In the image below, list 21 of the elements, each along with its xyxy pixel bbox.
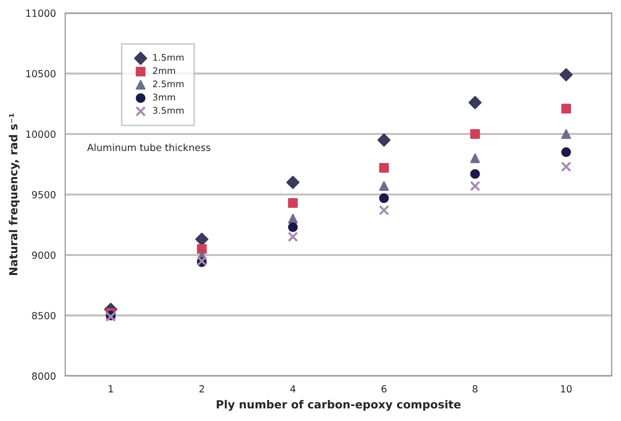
y-tick-label: 10500 <box>26 70 56 78</box>
annotation: Aluminum tube thickness <box>87 144 210 152</box>
legend-label: 3.5mm <box>153 106 184 114</box>
legend-label: 2mm <box>153 67 175 74</box>
y-tick-label: 9500 <box>32 190 56 198</box>
y-axis-title: Natural frequency, rad s⁻¹ <box>8 114 20 275</box>
y-tick-label: 10000 <box>26 130 56 138</box>
x-tick-label: 2 <box>199 385 204 392</box>
y-tick-label: 8500 <box>32 312 56 320</box>
y-tick-label: 11000 <box>26 10 56 17</box>
y-tick-label: 8000 <box>32 372 56 380</box>
x-tick-label: 6 <box>382 385 386 393</box>
legend-label: 3mm <box>153 94 175 101</box>
x-tick-label: 1 <box>108 385 113 392</box>
x-axis-title: Ply number of carbon-epoxy composite <box>216 400 461 411</box>
x-tick-label: 4 <box>290 385 296 392</box>
y-tick-label: 9000 <box>32 251 56 259</box>
legend-label: 2.5mm <box>153 80 184 88</box>
legend-label: 1.5mm <box>153 54 184 61</box>
x-tick-label: 10 <box>561 385 572 393</box>
x-tick-label: 8 <box>472 385 478 393</box>
